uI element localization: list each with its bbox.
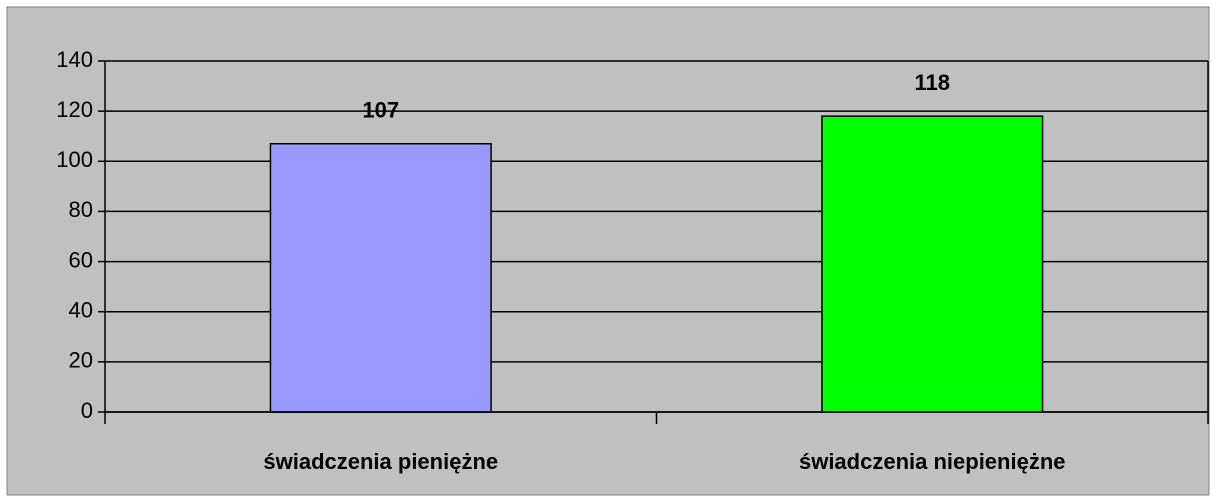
x-tick-label: świadczenia niepieniężne xyxy=(799,449,1066,474)
y-tick-label: 120 xyxy=(56,97,93,122)
y-tick-label: 0 xyxy=(81,398,93,423)
data-label: 107 xyxy=(362,98,399,123)
x-tick-label: świadczenia pieniężne xyxy=(263,449,498,474)
y-tick-label: 20 xyxy=(69,348,93,373)
y-tick-label: 100 xyxy=(56,147,93,172)
bar xyxy=(269,142,492,413)
y-tick-label: 60 xyxy=(69,247,93,272)
bar xyxy=(821,115,1044,413)
data-label: 118 xyxy=(915,70,951,95)
y-tick-label: 80 xyxy=(69,197,93,222)
y-tick-label: 40 xyxy=(69,298,93,323)
y-tick-label: 140 xyxy=(56,47,93,72)
